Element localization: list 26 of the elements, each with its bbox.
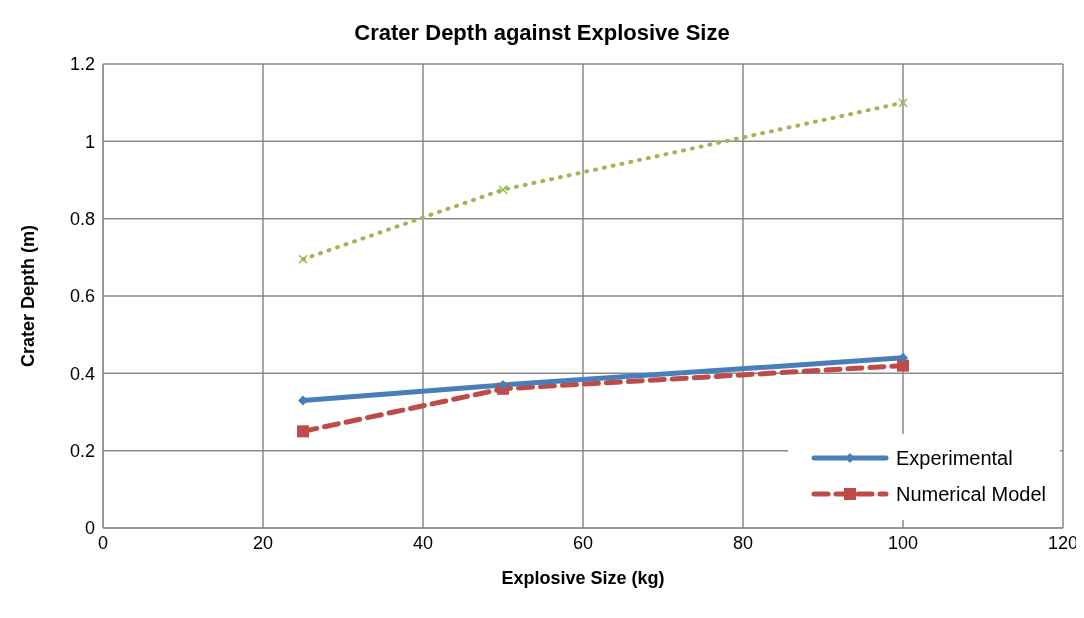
point: [297, 425, 309, 438]
point: [298, 395, 308, 406]
y-tick-label: 0: [84, 518, 95, 539]
y-tick-label: 0.6: [69, 286, 95, 307]
y-tick-label: 1.2: [69, 54, 95, 75]
legend-label: Experimental: [895, 446, 1013, 470]
x-tick-label: 40: [412, 532, 434, 553]
point: [498, 379, 508, 390]
y-axis-title: Crater Depth (m): [18, 224, 39, 368]
chart-title: Crater Depth against Explosive Size: [353, 20, 731, 46]
point: [898, 97, 908, 108]
y-tick-label: 0.8: [69, 209, 95, 230]
y-tick-label: 0.2: [69, 441, 95, 462]
y-tick-label: 1: [84, 131, 95, 152]
point: [898, 352, 908, 363]
point: [498, 184, 508, 195]
x-tick-label: 100: [887, 532, 919, 553]
x-axis-title: Explosive Size (kg): [501, 568, 665, 588]
x-tick-label: 20: [252, 532, 274, 553]
point: [897, 359, 909, 372]
y-tick-label: 0.4: [69, 363, 95, 384]
x-tick-label: 60: [572, 532, 594, 553]
x-tick-label: 80: [732, 532, 754, 553]
legend-label: Numerical Model: [895, 482, 1046, 506]
x-tick-label: 0: [97, 532, 109, 553]
point: [298, 254, 308, 265]
